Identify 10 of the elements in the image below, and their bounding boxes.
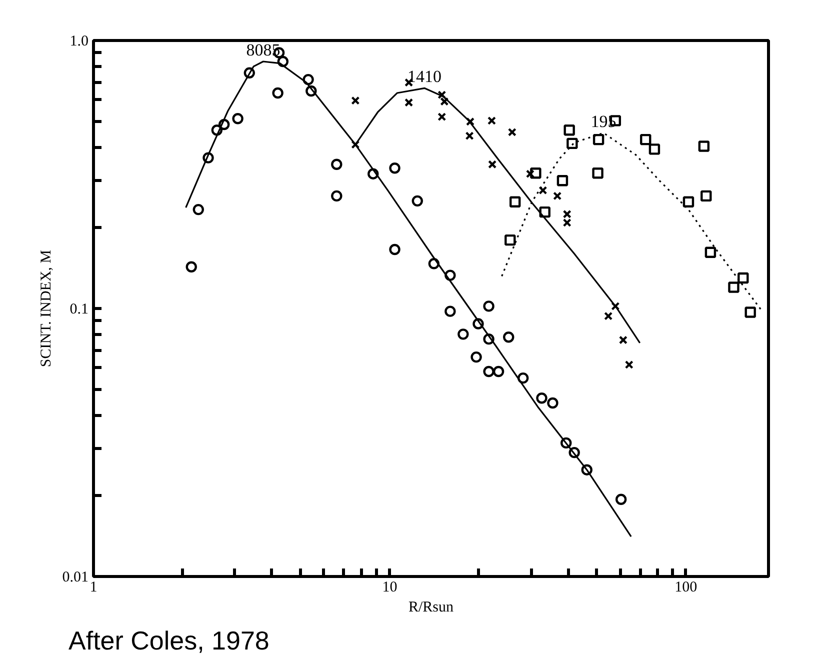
x-tick-label: 10 xyxy=(382,580,398,596)
y-tick-label: 0.01 xyxy=(62,570,88,586)
x-tick-label: 100 xyxy=(674,580,698,596)
x-axis-title: R/Rsun xyxy=(408,600,454,616)
y-tick-label: 1.0 xyxy=(70,34,88,50)
series-label: 1410 xyxy=(407,67,442,86)
text: After Coles, 1978 xyxy=(68,626,270,656)
y-tick-label: 0.1 xyxy=(70,302,88,318)
x-tick-label: 1 xyxy=(90,580,98,596)
y-axis-title: SCINT. INDEX, M xyxy=(38,250,54,368)
